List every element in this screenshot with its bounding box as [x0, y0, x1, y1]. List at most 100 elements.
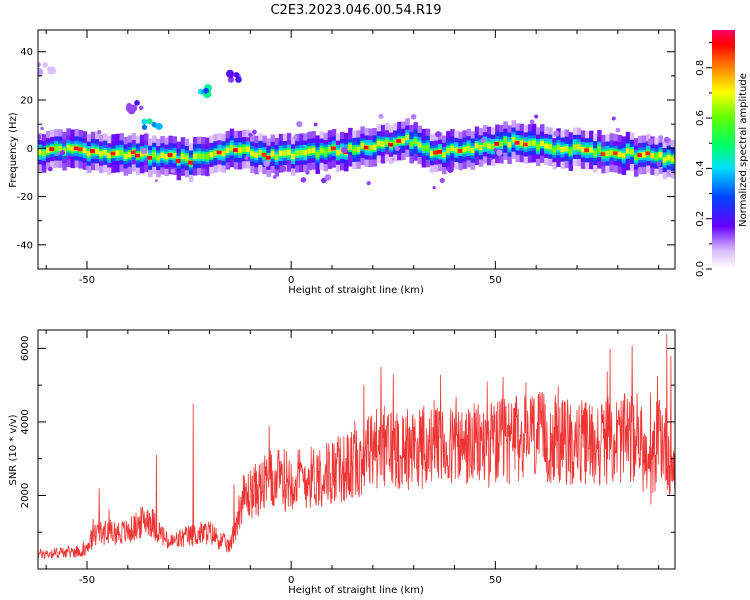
heatmap-cell [348, 144, 353, 150]
heatmap-cell [572, 144, 578, 150]
heatmap-peak [433, 150, 439, 155]
heatmap-cell [209, 152, 214, 158]
snr-ytick-label: 4000 [20, 409, 31, 434]
heatmap-cell [41, 150, 47, 157]
heatmap-cell [650, 152, 655, 159]
heatmap-speckle [170, 168, 175, 174]
heatmap-peak [514, 140, 521, 145]
snr-xtick-label: -50 [79, 575, 95, 586]
heatmap-cell [544, 143, 549, 149]
heatmap-blob [138, 105, 144, 111]
heatmap-cell [564, 146, 570, 152]
heatmap-cell [503, 137, 508, 144]
heatmap-ylabel: Frequency (Hz) [8, 112, 19, 188]
heatmap-peak [110, 151, 117, 156]
heatmap-cell [621, 153, 627, 159]
heatmap-cell [511, 136, 516, 143]
heatmap-cell [107, 152, 112, 159]
heatmap-speckle [439, 177, 445, 184]
heatmap-peak [130, 150, 137, 155]
heatmap-cell [237, 147, 243, 153]
heatmap-speckle [263, 160, 270, 167]
heatmap-speckle [248, 132, 253, 137]
snr-ytick-label: 6000 [20, 336, 31, 361]
heatmap-speckle [56, 152, 60, 156]
heatmap-blob [141, 124, 148, 130]
heatmap-cell [589, 147, 594, 153]
heatmap-cell [527, 140, 533, 147]
heatmap-cell [666, 155, 672, 161]
heatmap-ytick-label: -40 [17, 240, 33, 251]
snr-series-line [38, 333, 675, 560]
heatmap-cell [335, 150, 341, 156]
heatmap-cell [323, 149, 329, 155]
snr-frame [37, 329, 676, 570]
heatmap-cell [662, 157, 668, 163]
heatmap-cell [446, 147, 451, 154]
colorbar: 0.0 0.2 0.4 0.6 0.8 Normalized spectral ampl… [695, 30, 749, 277]
heatmap-cell [654, 154, 659, 160]
heatmap-peak [522, 142, 529, 147]
heatmap-cell [213, 150, 218, 156]
heatmap-cell [58, 145, 63, 152]
heatmap-peak [175, 159, 182, 163]
heatmap-cell [295, 150, 300, 156]
heatmap-cell [278, 150, 284, 156]
heatmap-cell [380, 141, 386, 147]
heatmap-speckle [534, 114, 539, 119]
heatmap-cell [560, 146, 565, 153]
colorbar-tick-label: 0.8 [695, 60, 706, 76]
colorbar-gradient [712, 30, 735, 269]
heatmap-peak [331, 146, 337, 151]
heatmap-peak [494, 141, 500, 146]
heatmap-cell [70, 146, 75, 152]
heatmap-cell [625, 148, 631, 154]
heatmap-cell [139, 151, 145, 157]
heatmap-peak [396, 139, 402, 143]
heatmap-speckle [296, 120, 303, 128]
heatmap-cell [417, 142, 423, 148]
heatmap-cell [617, 151, 623, 157]
heatmap-cell [576, 144, 582, 150]
heatmap-cell [156, 155, 161, 161]
heatmap-cell [192, 153, 198, 159]
heatmap-speckle [410, 114, 417, 120]
heatmap-cell [103, 150, 108, 156]
heatmap-ytick-label: 40 [20, 47, 33, 58]
heatmap-cell [609, 149, 614, 156]
heatmap-speckle [47, 166, 53, 172]
heatmap-cell [246, 146, 251, 152]
heatmap-speckle [313, 122, 318, 127]
heatmap-cell [531, 140, 537, 146]
heatmap-cell [270, 151, 276, 157]
heatmap-cell [409, 141, 414, 147]
heatmap-speckle [493, 148, 498, 152]
heatmap-cell [384, 139, 390, 145]
heatmap-cell [376, 140, 382, 147]
heatmap-cell [405, 134, 410, 141]
heatmap-speckle [446, 166, 454, 173]
heatmap-cell [633, 154, 639, 161]
heatmap-cell [164, 154, 169, 160]
heatmap-cell [552, 147, 557, 153]
heatmap-cell [290, 153, 296, 160]
heatmap-speckle [279, 165, 287, 173]
heatmap-blob [141, 118, 148, 125]
heatmap-cell [466, 145, 472, 151]
heatmap-peak [600, 152, 607, 157]
heatmap-cell [442, 152, 447, 158]
heatmap-speckle [305, 170, 310, 175]
heatmap-cell [478, 144, 484, 151]
heatmap-blob [227, 76, 235, 83]
heatmap-blob [146, 118, 153, 125]
colorbar-label: Normalized spectral amplitude [738, 73, 749, 227]
heatmap-cell [303, 149, 308, 156]
heatmap-speckle [435, 131, 442, 138]
heatmap-speckle [244, 156, 249, 160]
heatmap-cell [568, 148, 574, 155]
heatmap-xtick-label: 50 [489, 275, 502, 286]
heatmap-blob [155, 122, 163, 130]
heatmap-speckle [38, 134, 42, 141]
heatmap-speckle [272, 175, 277, 179]
heatmap-speckle [656, 161, 662, 167]
